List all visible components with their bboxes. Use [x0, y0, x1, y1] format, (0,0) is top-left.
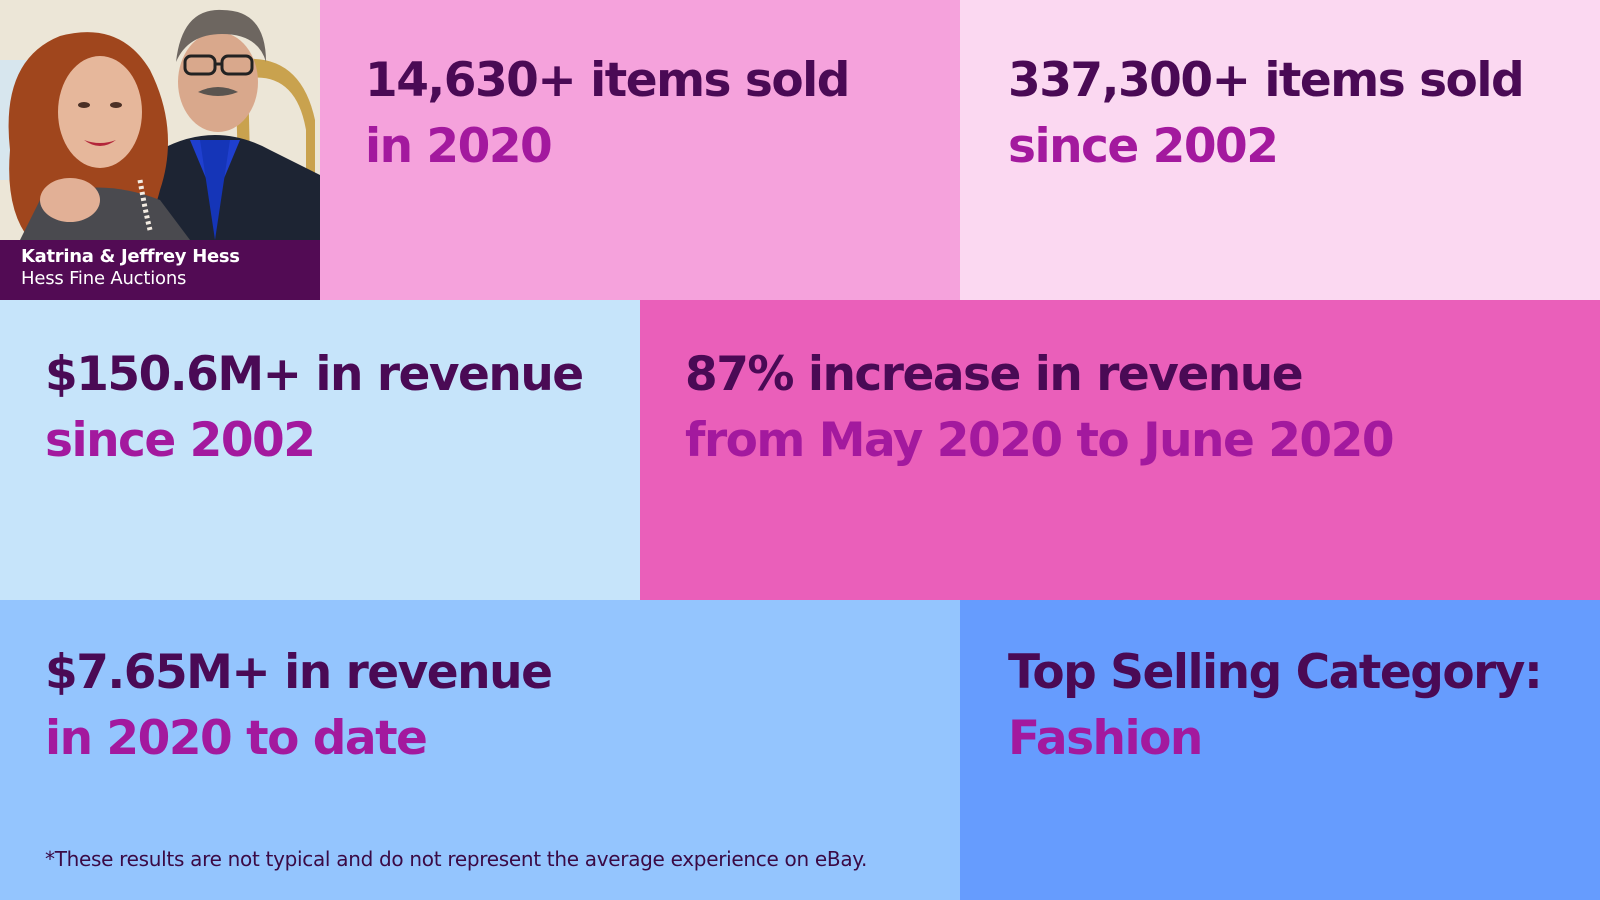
stat-subline: since 2002	[45, 413, 316, 468]
stat-headline: $7.65M+ in revenue	[45, 645, 553, 700]
stat-headline: Top Selling Category:	[1008, 645, 1543, 700]
stat-text: 14,630+ items sold in 2020	[365, 48, 850, 180]
stat-subline: since 2002	[1008, 119, 1279, 174]
stat-subline: in 2020 to date	[45, 711, 428, 766]
stat-text: 337,300+ items sold since 2002	[1008, 48, 1525, 180]
stat-headline: 87% increase in revenue	[685, 347, 1304, 402]
stat-tile-revenue-2002: $150.6M+ in revenue since 2002	[0, 300, 640, 600]
seller-names: Katrina & Jeffrey Hess	[21, 246, 240, 267]
stat-headline: $150.6M+ in revenue	[45, 347, 584, 402]
stat-headline: 14,630+ items sold	[365, 53, 850, 108]
stat-subline: from May 2020 to June 2020	[685, 413, 1395, 468]
stat-text: Top Selling Category: Fashion	[1008, 640, 1543, 772]
stat-tile-top-category: Top Selling Category: Fashion	[960, 600, 1600, 900]
stat-tile-revenue-increase: 87% increase in revenue from May 2020 to…	[640, 300, 1600, 600]
stat-subline: in 2020	[365, 119, 553, 174]
stat-text: $150.6M+ in revenue since 2002	[45, 342, 584, 474]
stat-tile-revenue-2020: $7.65M+ in revenue in 2020 to date *Thes…	[0, 600, 960, 900]
seller-photo	[0, 0, 320, 240]
stat-subline: Fashion	[1008, 711, 1203, 766]
disclaimer: *These results are not typical and do no…	[45, 847, 868, 871]
stat-text: $7.65M+ in revenue in 2020 to date	[45, 640, 553, 772]
seller-photo-tile: Katrina & Jeffrey Hess Hess Fine Auction…	[0, 0, 320, 300]
stat-tile-items-2002: 337,300+ items sold since 2002	[960, 0, 1600, 300]
business-name: Hess Fine Auctions	[21, 268, 187, 289]
seller-caption: Katrina & Jeffrey Hess Hess Fine Auction…	[0, 240, 320, 300]
stat-headline: 337,300+ items sold	[1008, 53, 1525, 108]
stat-text: 87% increase in revenue from May 2020 to…	[685, 342, 1395, 474]
stat-tile-items-2020: 14,630+ items sold in 2020	[320, 0, 960, 300]
